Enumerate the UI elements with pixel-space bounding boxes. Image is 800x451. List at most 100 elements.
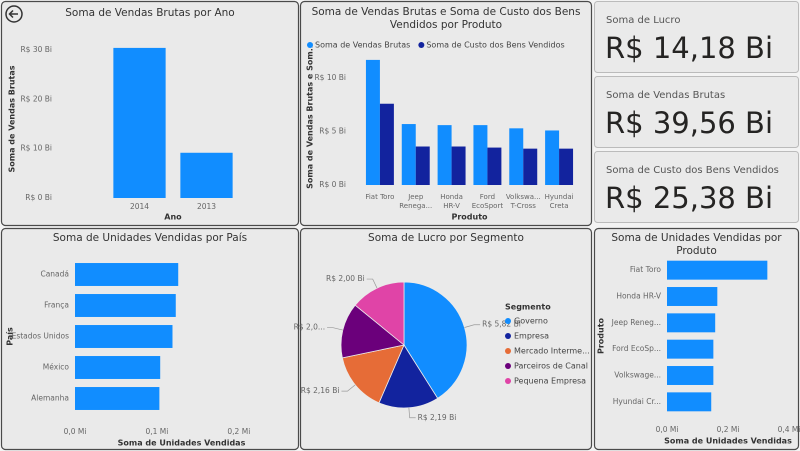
y-tick-label: R$ 10 Bi <box>314 73 346 82</box>
leader-line <box>464 324 481 328</box>
leader-line <box>341 384 356 392</box>
leader-line <box>408 407 416 419</box>
x-tick-label: 0,2 Mi <box>227 427 250 436</box>
legend-marker <box>505 318 511 324</box>
data-label: R$ 2,00 Bi <box>326 274 365 283</box>
y-tick-label: R$ 30 Bi <box>20 45 52 54</box>
data-label: R$ 2,0... <box>294 323 325 332</box>
x-tick-label: 0,2 Mi <box>717 425 740 434</box>
x-tick-label: 2013 <box>197 202 216 211</box>
bar <box>401 124 416 185</box>
legend-marker <box>307 42 313 48</box>
chart-title: Soma de Vendas Brutas e Soma de Custo do… <box>311 6 581 31</box>
bar <box>379 103 394 185</box>
bar <box>451 146 466 185</box>
bar <box>365 59 380 185</box>
y-tick-label: R$ 0 Bi <box>25 193 52 202</box>
y-tick-label: Honda HR-V <box>616 292 662 301</box>
card-panel <box>594 151 799 223</box>
y-axis-title: Produto <box>597 317 606 354</box>
card-value: R$ 25,38 Bi <box>605 181 773 215</box>
legend-marker <box>505 348 511 354</box>
legend-label: Parceiros de Canal <box>514 362 588 371</box>
bar <box>667 392 712 412</box>
bar <box>667 287 718 306</box>
x-tick-label: Honda HR-V <box>440 193 463 210</box>
card-panel <box>594 1 799 73</box>
bar <box>415 146 430 185</box>
y-axis-title: Soma de Vendas Brutas <box>8 65 17 172</box>
card-label: Soma de Lucro <box>606 15 680 26</box>
y-tick-label: R$ 0 Bi <box>319 180 346 189</box>
y-tick-label: México <box>43 363 70 372</box>
x-tick-label: 2014 <box>130 202 149 211</box>
y-tick-label: R$ 5 Bi <box>319 127 346 136</box>
legend-label: Soma de Vendas Brutas <box>315 41 410 50</box>
bar <box>180 152 233 198</box>
y-tick-label: Fiat Toro <box>630 265 662 274</box>
leader-line <box>327 327 343 331</box>
legend-label: Soma de Custo dos Bens Vendidos <box>426 41 564 50</box>
y-tick-label: Canadá <box>40 270 69 279</box>
card-panel <box>594 76 799 148</box>
data-label: R$ 5,82 Bi <box>482 320 521 329</box>
panel <box>299 0 593 227</box>
legend-marker <box>505 378 511 384</box>
bar <box>487 147 502 185</box>
pie-slice <box>378 344 439 409</box>
card-label: Soma de Vendas Brutas <box>606 90 725 101</box>
y-tick-label: Estados Unidos <box>12 332 69 341</box>
card-value: R$ 39,56 Bi <box>605 106 773 140</box>
y-tick-label: Ford EcoSp... <box>612 344 661 353</box>
bar <box>75 294 176 317</box>
bar <box>667 366 714 385</box>
leader-line <box>366 278 378 289</box>
x-axis-title: Produto <box>451 213 488 222</box>
y-tick-label: R$ 20 Bi <box>20 94 52 103</box>
y-tick-label: Jeep Reneg... <box>611 318 661 327</box>
chart-title: Soma de Lucro por Segmento <box>368 232 524 244</box>
legend-label: Mercado Interme... <box>514 347 590 356</box>
y-axis-title: País <box>6 327 15 346</box>
y-tick-label: França <box>44 301 69 310</box>
bar <box>523 148 538 185</box>
y-tick-label: Hyundai Cr... <box>613 397 661 406</box>
bar <box>75 263 179 286</box>
x-tick-label: Volkswa... T-Cross <box>505 193 541 210</box>
legend-label: Pequena Empresa <box>514 377 586 386</box>
pie-slice <box>341 344 405 404</box>
bar <box>559 148 574 185</box>
legend-marker <box>505 363 511 369</box>
legend-label: Governo <box>514 317 548 326</box>
pie-slice <box>340 304 405 359</box>
card-value: R$ 14,18 Bi <box>605 31 773 65</box>
bar <box>113 47 166 199</box>
x-tick-label: 0,1 Mi <box>145 427 168 436</box>
legend-marker <box>505 333 511 339</box>
bar <box>75 356 161 379</box>
y-axis-title: Soma de Vendas Brutas e Som... <box>306 42 315 189</box>
back-button[interactable] <box>5 5 23 23</box>
chart-title: Soma de Vendas Brutas por Ano <box>65 7 235 19</box>
x-tick-label: Hyundai Creta <box>544 193 574 210</box>
x-tick-label: 0,0 Mi <box>656 425 679 434</box>
x-axis-title: Ano <box>164 213 182 222</box>
y-tick-label: R$ 10 Bi <box>20 144 52 153</box>
bar <box>437 125 452 185</box>
data-label: R$ 2,16 Bi <box>301 386 340 395</box>
chart-title: Soma de Unidades Vendidas por País <box>52 232 248 244</box>
card-label: Soma de Custo dos Bens Vendidos <box>606 165 779 176</box>
bar <box>667 260 768 280</box>
legend-label: Empresa <box>514 332 549 341</box>
bar <box>667 339 714 359</box>
bar <box>509 128 524 185</box>
y-tick-label: Alemanha <box>31 394 69 403</box>
x-tick-label: Jeep Renega... <box>399 193 433 210</box>
x-tick-label: Ford EcoSport <box>471 193 504 210</box>
pie-slice <box>354 281 405 346</box>
x-tick-label: 0,4 Mi <box>778 425 800 434</box>
panel <box>593 227 800 451</box>
bar <box>75 387 160 410</box>
